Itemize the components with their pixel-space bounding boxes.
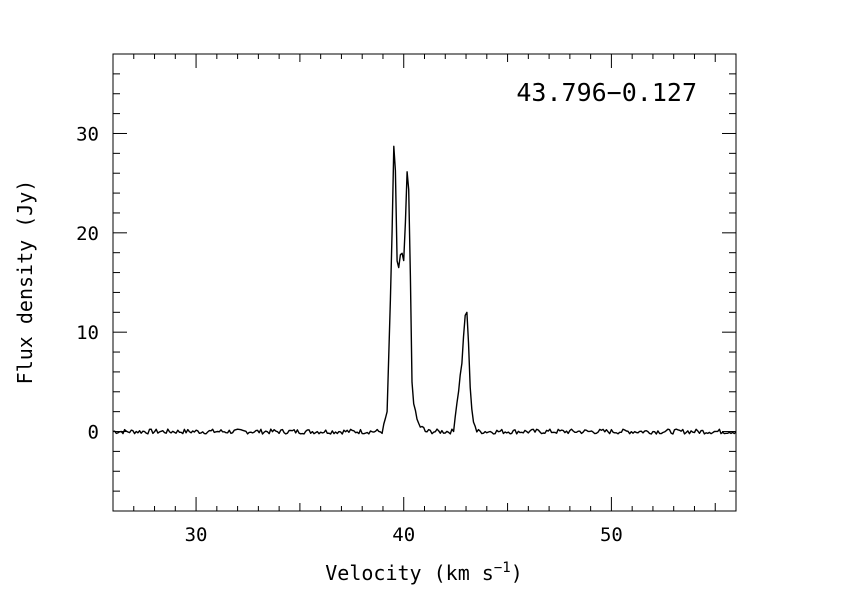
tick-labels: 30 40 50 0 10 20 30 (76, 123, 623, 546)
x-tick-label: 50 (600, 524, 623, 546)
y-axis-label: Flux density (Jy) (13, 180, 37, 385)
axis-ticks (112, 53, 737, 512)
x-tick-label: 30 (185, 524, 208, 546)
x-axis-label: Velocity (km s−1) (325, 560, 522, 585)
y-tick-label: 30 (76, 123, 99, 145)
y-tick-label: 0 (88, 422, 99, 444)
spectrum-line (112, 145, 737, 435)
y-tick-label: 20 (76, 223, 99, 245)
y-tick-label: 10 (76, 322, 99, 344)
source-annotation: 43.796−0.127 (516, 78, 697, 107)
x-tick-label: 40 (392, 524, 415, 546)
plot-frame (112, 53, 737, 512)
